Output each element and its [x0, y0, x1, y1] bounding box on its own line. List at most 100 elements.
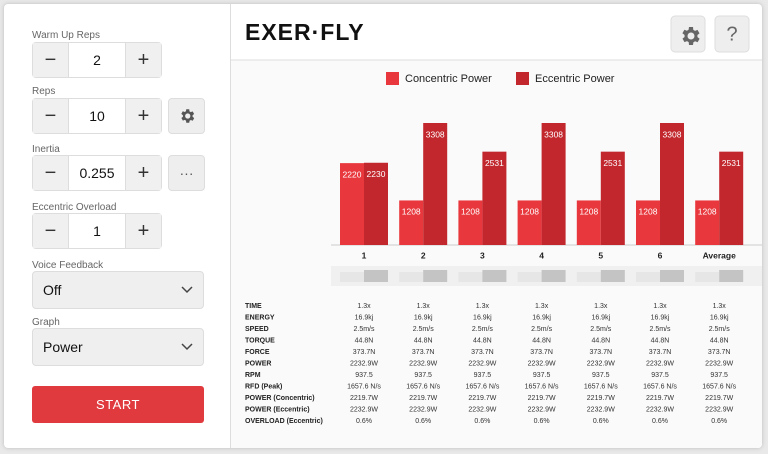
cell: 0.6%	[711, 418, 727, 425]
bar	[719, 151, 744, 245]
cell: 2232.9W	[705, 406, 733, 413]
bar	[660, 123, 684, 245]
x-tick-label: 6	[658, 250, 663, 260]
cell: 2232.9W	[409, 360, 437, 367]
cell: 2219.7W	[705, 395, 733, 402]
bar	[399, 200, 424, 245]
cell: 44.8N	[473, 337, 492, 344]
mini-bar	[482, 270, 507, 282]
bar	[636, 200, 660, 245]
value-label: 2531	[485, 158, 504, 168]
cell: 373.7N	[412, 349, 435, 356]
cell: 1657.6 N/s	[406, 383, 440, 390]
value[interactable]: 10	[68, 99, 126, 133]
bar	[600, 151, 625, 245]
value[interactable]: 2	[68, 43, 126, 77]
value-label: 2230	[367, 169, 386, 179]
cell: 1657.6 N/s	[643, 383, 677, 390]
start-button[interactable]: START	[32, 386, 204, 423]
cell: 16.9kj	[414, 314, 433, 321]
legend-swatch	[516, 72, 529, 85]
cell: 937.5	[710, 372, 728, 379]
minus-button[interactable]: −	[33, 99, 68, 133]
cell: 937.5	[474, 372, 492, 379]
minus-button[interactable]: −	[33, 214, 68, 248]
cell: 44.8N	[651, 337, 670, 344]
bar	[458, 200, 483, 245]
label: Voice Feedback	[32, 260, 104, 271]
cell: 1.3x	[535, 303, 549, 310]
plus-button[interactable]: +	[126, 99, 161, 133]
value-label: 2531	[603, 158, 622, 168]
cell: 2232.9W	[468, 406, 496, 413]
cell: 937.5	[592, 372, 610, 379]
legend-label: Concentric Power	[405, 73, 492, 85]
mini-bar	[660, 270, 684, 282]
mini-bar	[541, 270, 566, 282]
cell: 0.6%	[652, 418, 668, 425]
stepper: −2 +	[32, 42, 162, 78]
mini-bar	[576, 272, 601, 282]
more-button[interactable]: ···	[168, 155, 205, 191]
cell: 16.9kj	[591, 314, 610, 321]
plus-button[interactable]: +	[126, 43, 161, 77]
cell: 2.5m/s	[413, 326, 435, 333]
value-label: 1208	[461, 207, 480, 217]
cell: 2219.7W	[646, 395, 674, 402]
cell: 0.6%	[534, 418, 550, 425]
settings-button[interactable]	[168, 98, 205, 134]
mini-bar	[364, 270, 388, 282]
stepper: −10 +	[32, 98, 162, 134]
x-tick-label: 2	[421, 250, 426, 260]
x-tick-label: Average	[703, 250, 737, 260]
plus-button[interactable]: +	[126, 214, 161, 248]
cell: 2232.9W	[646, 360, 674, 367]
stepper: −1 +	[32, 213, 162, 249]
cell: 0.6%	[474, 418, 490, 425]
cell: 937.5	[533, 372, 551, 379]
row-label: FORCE	[245, 349, 270, 356]
cell: 0.6%	[356, 418, 372, 425]
row-label: POWER	[245, 360, 271, 367]
cell: 2.5m/s	[649, 326, 671, 333]
row-label: SPEED	[245, 326, 269, 333]
gear-icon	[682, 27, 700, 45]
bar	[364, 162, 388, 245]
dropdown[interactable]: Off	[32, 271, 204, 309]
cell: 1657.6 N/s	[702, 383, 736, 390]
cell: 44.8N	[532, 337, 551, 344]
chevron	[181, 343, 193, 351]
chevron	[181, 286, 193, 294]
x-tick-label: 4	[539, 250, 544, 260]
x-tick-label: 3	[480, 250, 485, 260]
mini-bar	[600, 270, 625, 282]
mini-bar	[636, 272, 660, 282]
cell: 2.5m/s	[531, 326, 553, 333]
bar	[423, 123, 448, 245]
help-icon: ?	[726, 23, 737, 45]
row-label: ENERGY	[245, 314, 275, 321]
value[interactable]: 1	[68, 214, 126, 248]
plus-button[interactable]: +	[126, 156, 161, 190]
bar	[576, 200, 601, 245]
cell: 2232.9W	[528, 360, 556, 367]
x-tick-label: 1	[362, 250, 367, 260]
cell: 2232.9W	[705, 360, 733, 367]
dropdown[interactable]: Power	[32, 328, 204, 366]
value[interactable]: 0.255	[68, 156, 126, 190]
cell: 373.7N	[471, 349, 494, 356]
cell: 44.8N	[355, 337, 374, 344]
minus-button[interactable]: −	[33, 156, 68, 190]
mini-bar	[340, 272, 364, 282]
value-label: 3308	[426, 129, 445, 139]
cell: 1657.6 N/s	[525, 383, 559, 390]
mini-bar	[719, 270, 744, 282]
row-label: RFD (Peak)	[245, 383, 282, 390]
cell: 16.9kj	[355, 314, 374, 321]
help-button[interactable]	[714, 15, 750, 53]
cell: 2232.9W	[587, 360, 615, 367]
cell: 2232.9W	[350, 360, 378, 367]
cell: 373.7N	[353, 349, 376, 356]
cell: 1.3x	[653, 303, 667, 310]
minus-button[interactable]: −	[33, 43, 68, 77]
